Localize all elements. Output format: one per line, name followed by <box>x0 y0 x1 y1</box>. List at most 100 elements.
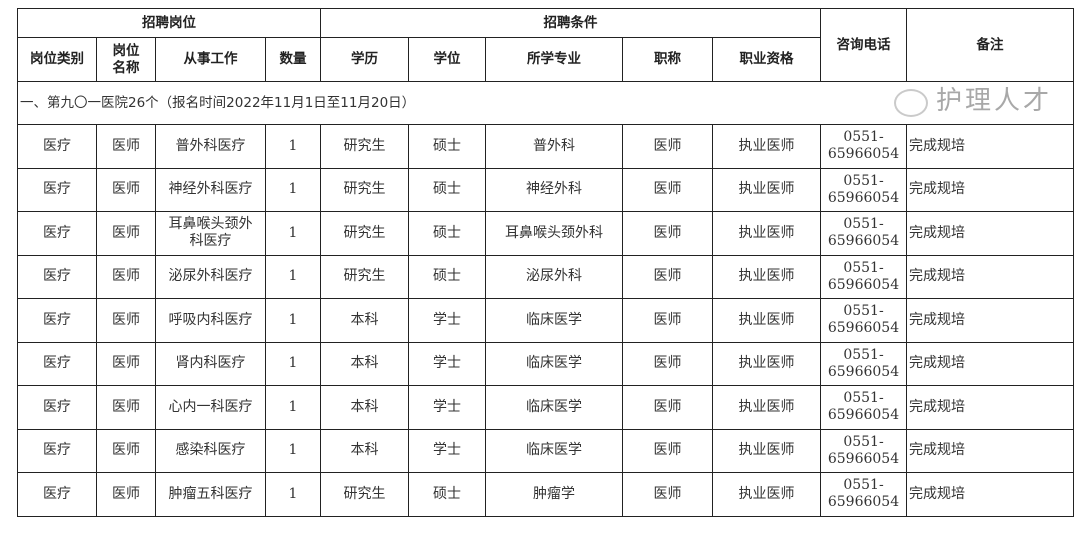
cell-rank: 医师 <box>622 211 713 256</box>
cell-rank: 医师 <box>622 167 713 212</box>
cell-note: 完成规培 <box>906 298 1074 343</box>
cell-count: 1 <box>265 124 321 169</box>
column-header: 岗位 名称 <box>96 37 156 82</box>
cell-qualification: 执业医师 <box>712 211 821 256</box>
header-phone: 咨询电话 <box>820 8 907 82</box>
table-row: 医疗 医师 肿瘤五科医疗 1 研究生 硕士 肿瘤学 医师 执业医师 0551- 65966054 完… <box>17 472 1074 517</box>
cell-qualification: 执业医师 <box>712 124 821 169</box>
cell-title: 医师 <box>96 428 156 473</box>
cell-work: 感染科医疗 <box>155 428 266 473</box>
column-header: 岗位类别 <box>17 37 97 82</box>
cell-rank: 医师 <box>622 472 713 517</box>
cell-education: 研究生 <box>320 472 409 517</box>
cell-note: 完成规培 <box>906 385 1074 430</box>
cell-degree: 硕士 <box>408 211 486 256</box>
cell-education: 研究生 <box>320 167 409 212</box>
cell-education: 研究生 <box>320 211 409 256</box>
column-header: 职业资格 <box>712 37 821 82</box>
column-header-row: 岗位类别 岗位 名称 从事工作 数量 学历 学位 所学专业 职称 职业资格 <box>17 37 1074 82</box>
cell-major: 临床医学 <box>485 298 623 343</box>
cell-phone: 0551- 65966054 <box>820 254 907 299</box>
cell-phone: 0551- 65966054 <box>820 298 907 343</box>
cell-education: 本科 <box>320 341 409 386</box>
cell-title: 医师 <box>96 341 156 386</box>
column-header: 学位 <box>408 37 486 82</box>
cell-degree: 学士 <box>408 298 486 343</box>
cell-rank: 医师 <box>622 254 713 299</box>
cell-education: 本科 <box>320 298 409 343</box>
cell-count: 1 <box>265 341 321 386</box>
cell-qualification: 执业医师 <box>712 254 821 299</box>
cell-note: 完成规培 <box>906 428 1074 473</box>
column-header: 数量 <box>265 37 321 82</box>
cell-work: 肿瘤五科医疗 <box>155 472 266 517</box>
cell-major: 神经外科 <box>485 167 623 212</box>
cell-note: 完成规培 <box>906 167 1074 212</box>
cell-count: 1 <box>265 428 321 473</box>
cell-work: 普外科医疗 <box>155 124 266 169</box>
cell-education: 研究生 <box>320 124 409 169</box>
cell-rank: 医师 <box>622 341 713 386</box>
watermark: 护理人才 <box>936 86 1053 116</box>
column-header: 从事工作 <box>155 37 266 82</box>
cell-degree: 硕士 <box>408 124 486 169</box>
cell-work: 神经外科医疗 <box>155 167 266 212</box>
cell-education: 本科 <box>320 385 409 430</box>
cell-count: 1 <box>265 167 321 212</box>
cell-qualification: 执业医师 <box>712 385 821 430</box>
cell-category: 医疗 <box>17 341 97 386</box>
cell-phone: 0551- 65966054 <box>820 428 907 473</box>
cell-qualification: 执业医师 <box>712 341 821 386</box>
cell-education: 本科 <box>320 428 409 473</box>
table-row: 医疗 医师 泌尿外科医疗 1 研究生 硕士 泌尿外科 医师 执业医师 0551- 65966054… <box>17 254 1074 299</box>
cell-major: 临床医学 <box>485 428 623 473</box>
cell-phone: 0551- 65966054 <box>820 124 907 169</box>
cell-category: 医疗 <box>17 254 97 299</box>
cell-phone: 0551- 65966054 <box>820 472 907 517</box>
cell-count: 1 <box>265 298 321 343</box>
cell-title: 医师 <box>96 472 156 517</box>
cell-major: 临床医学 <box>485 341 623 386</box>
cell-count: 1 <box>265 385 321 430</box>
cell-major: 泌尿外科 <box>485 254 623 299</box>
wechat-icon <box>894 89 928 117</box>
table-row: 医疗 医师 感染科医疗 1 本科 学士 临床医学 医师 执业医师 0551- 65966054 完成… <box>17 428 1074 473</box>
cell-category: 医疗 <box>17 428 97 473</box>
cell-qualification: 执业医师 <box>712 472 821 517</box>
cell-major: 肿瘤学 <box>485 472 623 517</box>
header-group-conditions: 招聘条件 <box>320 8 821 38</box>
cell-phone: 0551- 65966054 <box>820 167 907 212</box>
cell-degree: 硕士 <box>408 254 486 299</box>
cell-phone: 0551- 65966054 <box>820 211 907 256</box>
cell-title: 医师 <box>96 211 156 256</box>
cell-degree: 硕士 <box>408 472 486 517</box>
cell-education: 研究生 <box>320 254 409 299</box>
table-row: 医疗 医师 神经外科医疗 1 研究生 硕士 神经外科 医师 执业医师 0551- 65966054… <box>17 167 1074 212</box>
cell-work: 耳鼻喉头颈外科医疗 <box>155 211 266 256</box>
table-row: 医疗 医师 心内一科医疗 1 本科 学士 临床医学 医师 执业医师 0551- 65966054 完… <box>17 385 1074 430</box>
cell-title: 医师 <box>96 254 156 299</box>
cell-work: 泌尿外科医疗 <box>155 254 266 299</box>
cell-degree: 学士 <box>408 341 486 386</box>
cell-title: 医师 <box>96 167 156 212</box>
table-row: 医疗 医师 耳鼻喉头颈外科医疗 1 研究生 硕士 耳鼻喉头颈外科 医师 执业医师 0551- 65… <box>17 211 1074 256</box>
cell-degree: 硕士 <box>408 167 486 212</box>
cell-degree: 学士 <box>408 428 486 473</box>
cell-rank: 医师 <box>622 124 713 169</box>
cell-work: 心内一科医疗 <box>155 385 266 430</box>
cell-title: 医师 <box>96 385 156 430</box>
table-row: 医疗 医师 呼吸内科医疗 1 本科 学士 临床医学 医师 执业医师 0551- 65966054 完… <box>17 298 1074 343</box>
cell-rank: 医师 <box>622 428 713 473</box>
header-notes: 备注 <box>906 8 1074 82</box>
cell-work: 肾内科医疗 <box>155 341 266 386</box>
cell-major: 耳鼻喉头颈外科 <box>485 211 623 256</box>
cell-rank: 医师 <box>622 298 713 343</box>
header-group-position: 招聘岗位 <box>17 8 321 38</box>
cell-qualification: 执业医师 <box>712 298 821 343</box>
cell-category: 医疗 <box>17 385 97 430</box>
cell-major: 普外科 <box>485 124 623 169</box>
cell-note: 完成规培 <box>906 472 1074 517</box>
cell-qualification: 执业医师 <box>712 167 821 212</box>
cell-category: 医疗 <box>17 211 97 256</box>
column-header: 职称 <box>622 37 713 82</box>
